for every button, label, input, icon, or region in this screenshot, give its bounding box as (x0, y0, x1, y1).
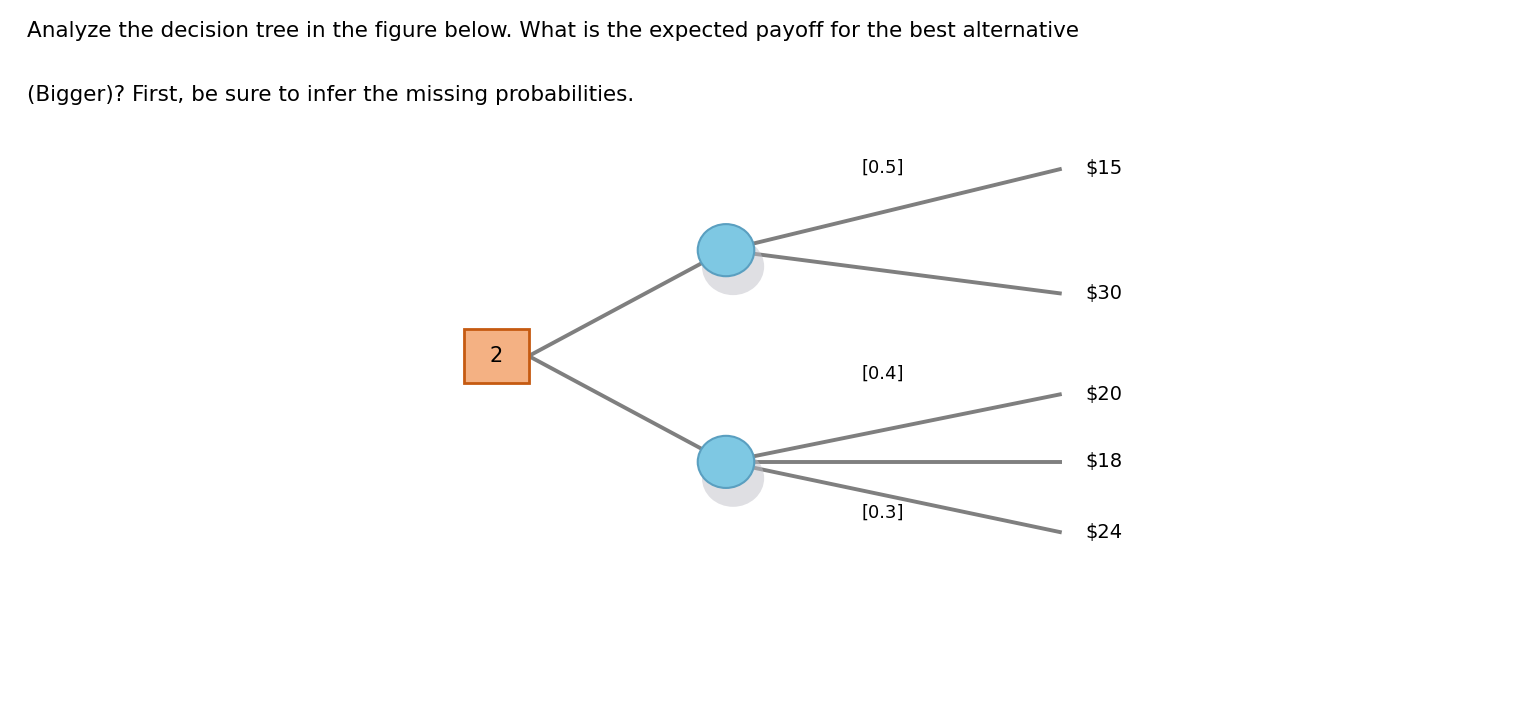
Text: [0.5]: [0.5] (862, 159, 904, 177)
Ellipse shape (702, 238, 765, 295)
Text: $24: $24 (1085, 523, 1122, 542)
Text: $30: $30 (1085, 284, 1122, 303)
Text: $20: $20 (1085, 384, 1122, 403)
Text: $18: $18 (1085, 453, 1122, 472)
Ellipse shape (698, 436, 754, 488)
Text: [0.3]: [0.3] (862, 503, 904, 522)
Text: 2: 2 (489, 346, 503, 366)
Text: [0.4]: [0.4] (862, 365, 904, 383)
Text: $15: $15 (1085, 159, 1123, 178)
Ellipse shape (698, 224, 754, 276)
Text: Analyze the decision tree in the figure below. What is the expected payoff for t: Analyze the decision tree in the figure … (27, 21, 1079, 41)
Text: (Bigger)? First, be sure to infer the missing probabilities.: (Bigger)? First, be sure to infer the mi… (27, 85, 635, 104)
Ellipse shape (702, 450, 765, 507)
FancyBboxPatch shape (464, 329, 529, 383)
